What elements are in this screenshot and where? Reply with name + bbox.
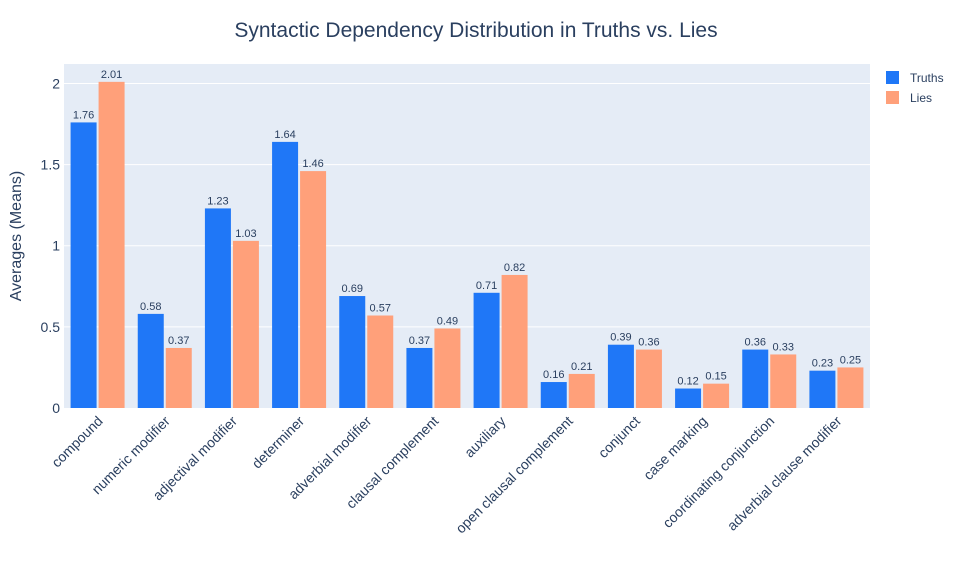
bar-lies[interactable] [635,349,662,408]
data-label: 0.69 [342,283,363,295]
x-tick-label: case marking [640,413,710,483]
data-label: 0.36 [745,337,766,349]
y-tick-label: 0.5 [41,319,61,335]
bar-lies[interactable] [98,81,125,408]
data-label: 0.33 [773,341,794,353]
bar-lies[interactable] [837,367,864,408]
bar-lies[interactable] [501,274,528,408]
bar-lies[interactable] [703,383,730,408]
x-tick-label: coordinating conjunction [659,413,777,531]
legend-item-lies[interactable]: Lies [886,91,932,105]
legend-item-truths[interactable]: Truths [886,71,944,85]
bar-truths[interactable] [406,347,433,408]
data-label: 0.16 [543,369,564,381]
data-label: 0.36 [638,337,659,349]
x-tick-label: determiner [249,413,308,472]
legend[interactable]: Truths Lies [886,71,944,105]
data-label: 1.64 [274,129,295,141]
x-tick-label: conjunct [595,413,643,461]
data-label: 0.58 [140,301,161,313]
legend-swatch [886,91,899,104]
data-labels: 1.76 2.01 0.58 0.37 1.23 1.03 1.64 1.46 0.69 0.57… [73,69,861,388]
bar-lies[interactable] [367,315,394,408]
x-tick-label: open clausal complement [452,413,576,537]
bar-lies[interactable] [568,373,595,408]
bar-truths[interactable] [272,141,299,409]
y-tick-label: 1.5 [41,157,61,173]
data-label: 0.15 [705,371,726,383]
bars [70,81,864,409]
data-label: 0.25 [840,354,861,366]
legend-swatch [886,71,899,84]
data-label: 1.46 [302,158,323,170]
data-label: 0.82 [504,262,525,274]
x-tick-label: auxiliary [461,413,509,461]
y-tick-label: 0 [52,400,60,416]
bar-truths[interactable] [675,388,702,408]
y-tick-label: 1 [52,238,60,254]
data-label: 1.76 [73,109,94,121]
data-label: 0.12 [677,376,698,388]
x-tick-label: adverbial clause modifier [724,413,845,534]
data-label: 0.39 [610,332,631,344]
legend-label: Truths [910,71,944,85]
data-label: 0.37 [168,335,189,347]
data-label: 0.71 [476,280,497,292]
plot-background [64,64,870,408]
grid-lines [64,82,870,328]
bar-truths[interactable] [339,296,366,408]
data-label: 0.23 [812,358,833,370]
y-axis-ticks: 0 0.5 1 1.5 2 [41,75,61,416]
bar-lies[interactable] [232,240,259,408]
bar-truths[interactable] [809,370,836,408]
legend-label: Lies [910,91,932,105]
bar-truths[interactable] [204,208,231,408]
bar-truths[interactable] [137,313,164,408]
y-tick-label: 2 [52,75,60,91]
chart-title: Syntactic Dependency Distribution in Tru… [234,19,717,42]
data-label: 2.01 [101,69,122,81]
bar-truths[interactable] [607,344,634,408]
data-label: 0.57 [370,303,391,315]
data-label: 0.21 [571,361,592,373]
bar-truths[interactable] [742,349,769,408]
data-label: 1.23 [207,195,228,207]
y-axis-title: Averages (Means) [8,171,25,301]
bar-lies[interactable] [165,347,192,408]
data-label: 1.03 [235,228,256,240]
data-label: 0.37 [409,335,430,347]
bar-lies[interactable] [770,354,797,408]
bar-truths[interactable] [70,122,97,408]
bar-lies[interactable] [300,171,327,408]
bar-truths[interactable] [540,382,567,408]
bar-truths[interactable] [473,292,500,408]
x-tick-label: compound [48,413,106,471]
bar-lies[interactable] [434,328,461,408]
data-label: 0.49 [437,315,458,327]
